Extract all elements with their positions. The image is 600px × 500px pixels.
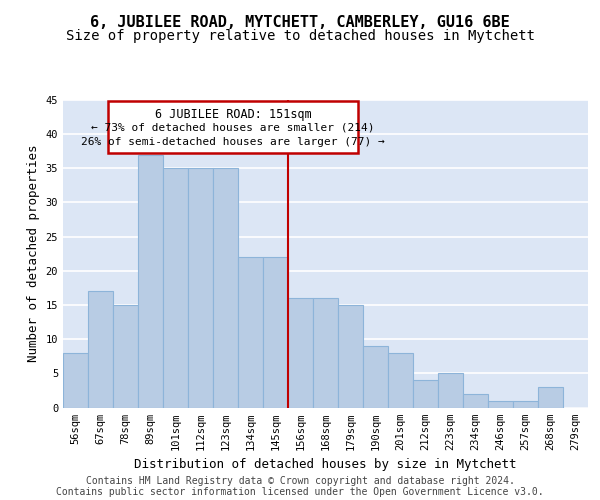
Bar [88, 292, 113, 408]
Bar [313, 298, 338, 408]
Text: Contains HM Land Registry data © Crown copyright and database right 2024.: Contains HM Land Registry data © Crown c… [86, 476, 514, 486]
Text: ← 73% of detached houses are smaller (214): ← 73% of detached houses are smaller (21… [91, 122, 375, 132]
Bar [113, 305, 138, 408]
Bar [138, 154, 163, 408]
Bar [213, 168, 238, 408]
Bar [63, 353, 88, 408]
Bar [263, 257, 288, 408]
Bar [388, 353, 413, 408]
Bar [238, 257, 263, 408]
Text: Size of property relative to detached houses in Mytchett: Size of property relative to detached ho… [65, 29, 535, 43]
Bar [413, 380, 438, 407]
Bar [338, 305, 363, 408]
Bar [163, 168, 188, 408]
Bar [513, 400, 538, 407]
X-axis label: Distribution of detached houses by size in Mytchett: Distribution of detached houses by size … [134, 458, 517, 471]
Text: 26% of semi-detached houses are larger (77) →: 26% of semi-detached houses are larger (… [81, 137, 385, 147]
Text: 6, JUBILEE ROAD, MYTCHETT, CAMBERLEY, GU16 6BE: 6, JUBILEE ROAD, MYTCHETT, CAMBERLEY, GU… [90, 15, 510, 30]
Y-axis label: Number of detached properties: Number of detached properties [27, 145, 40, 362]
Text: 6 JUBILEE ROAD: 151sqm: 6 JUBILEE ROAD: 151sqm [155, 108, 311, 120]
Bar [488, 400, 513, 407]
Bar [538, 387, 563, 407]
Bar [438, 374, 463, 408]
Bar [463, 394, 488, 407]
Bar [288, 298, 313, 408]
Text: Contains public sector information licensed under the Open Government Licence v3: Contains public sector information licen… [56, 487, 544, 497]
Bar [188, 168, 213, 408]
FancyBboxPatch shape [108, 102, 358, 154]
Bar [363, 346, 388, 408]
